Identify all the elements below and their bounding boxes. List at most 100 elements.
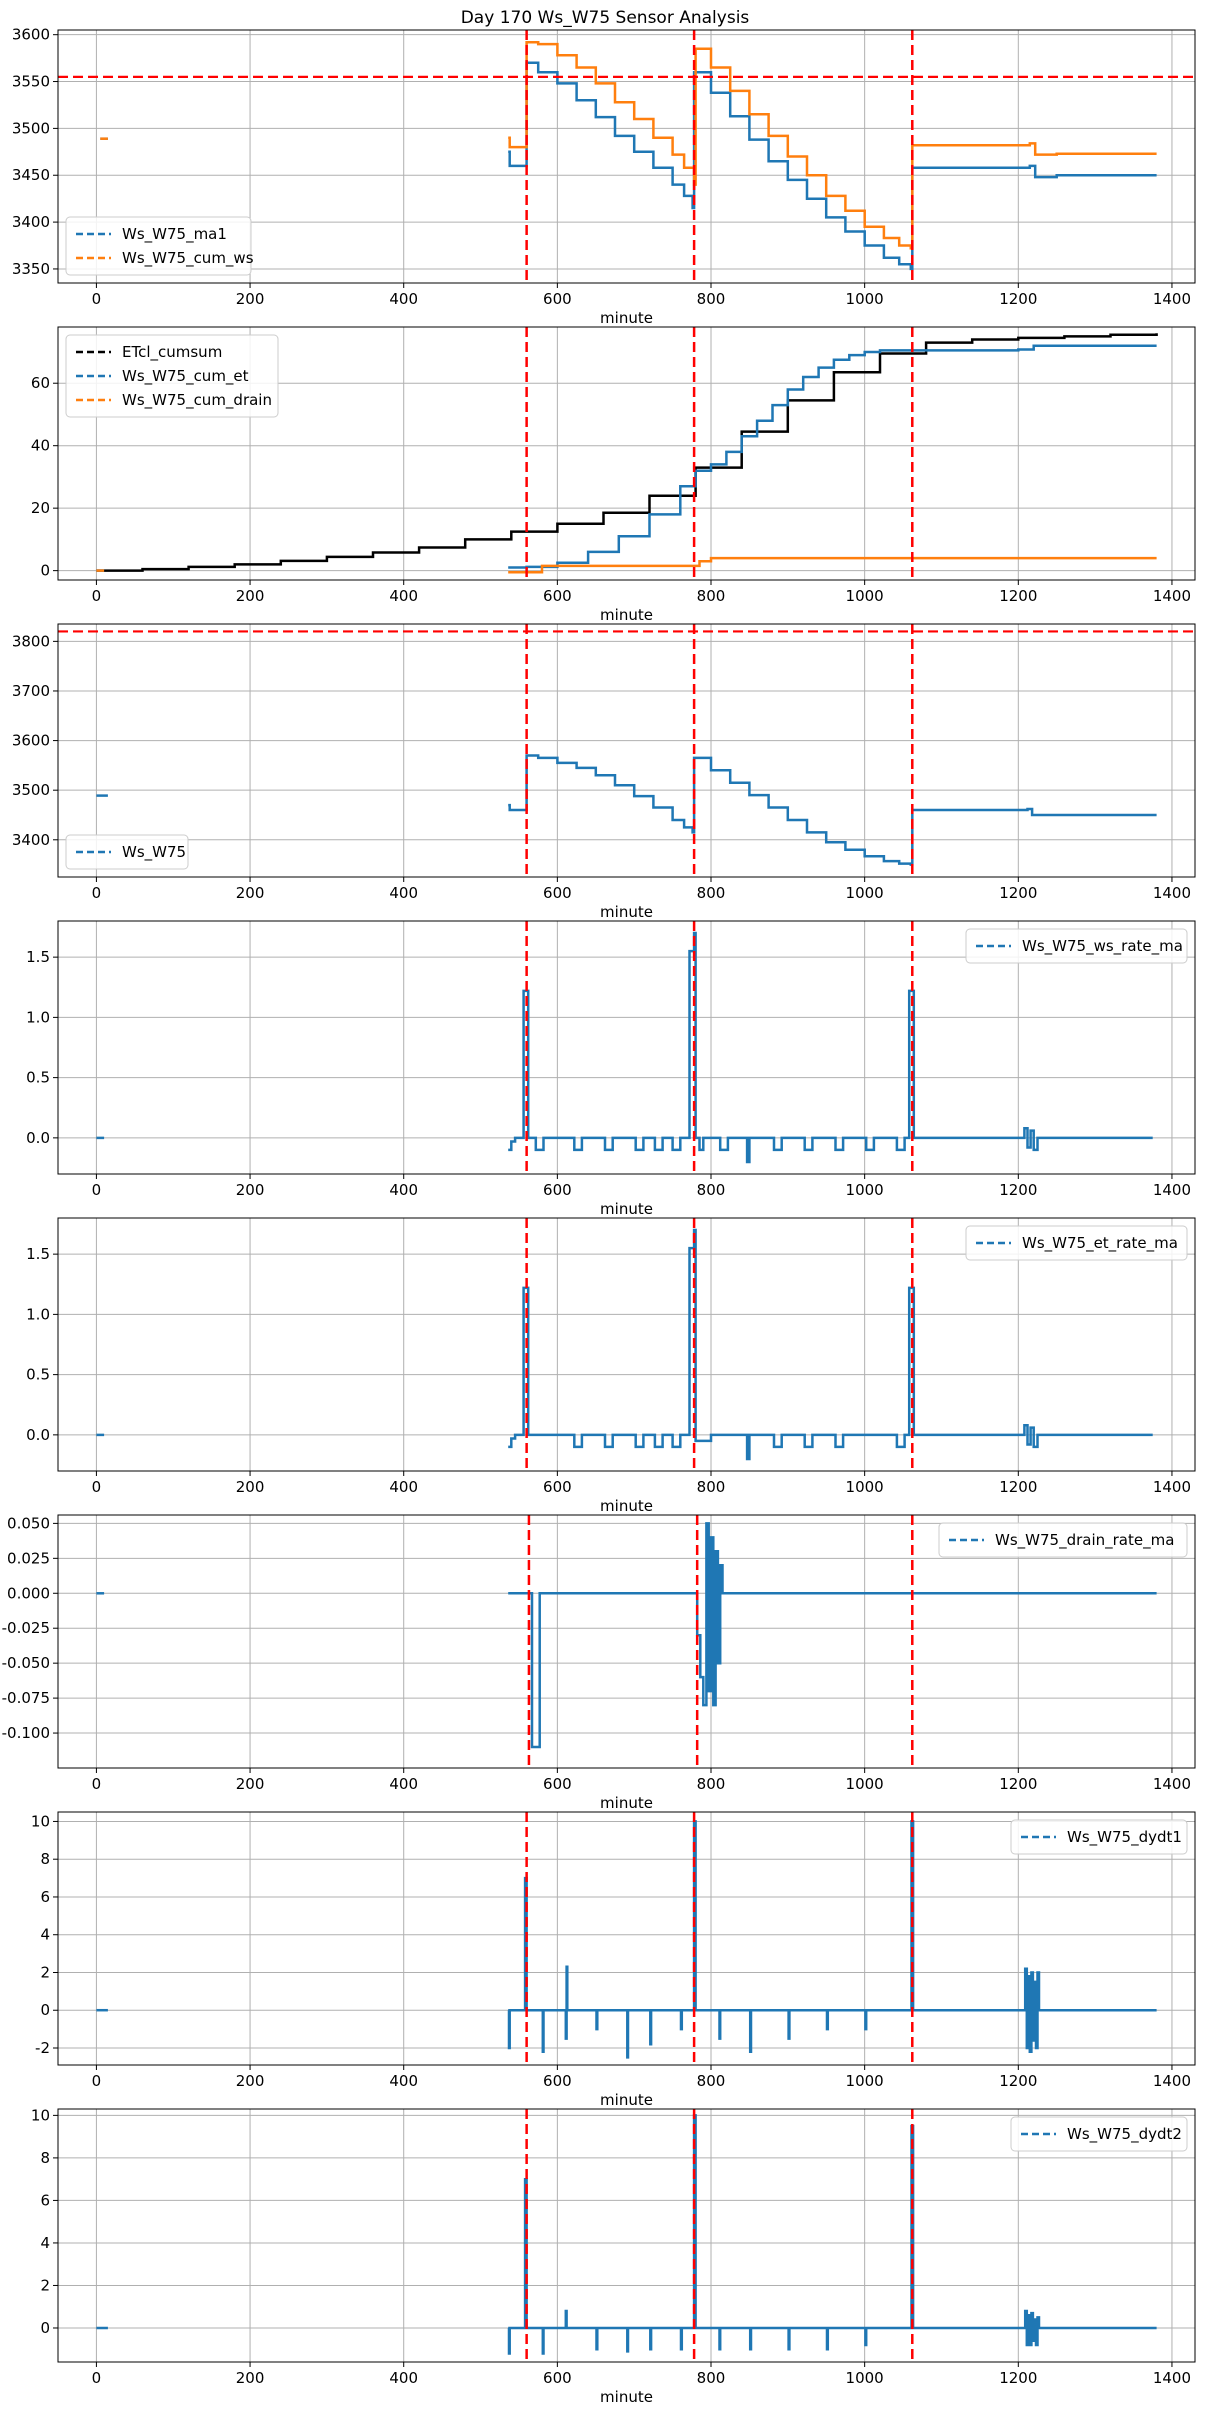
series-line [507,1820,1157,2059]
legend-label: Ws_W75 [122,843,186,862]
x-tick-label: 1400 [1153,2072,1191,2090]
subplot-5: 0 200 400 600 800 1000 1200 1400 0.0 0.5 1.0 1.5 min… [26,1217,1196,1515]
y-tick-label: 2 [40,2276,50,2294]
subplot-6: 0 200 400 600 800 1000 1200 1400 -0.100 -0.075 -0.… [2,1514,1196,1812]
x-tick-label: 1000 [846,1775,884,1793]
x-axis-label: minute [600,606,653,624]
y-tick-label: 4 [40,2234,50,2252]
x-tick-label: 1000 [846,587,884,605]
x-tick-label: 600 [543,1775,572,1793]
x-tick-label: 600 [543,290,572,308]
x-axis-label: minute [600,2388,653,2406]
x-axis-label: minute [600,1794,653,1812]
x-axis-label: minute [600,903,653,921]
y-tick-label: -0.100 [2,1724,50,1742]
axes-frame [57,29,1196,284]
y-tick-label: 3400 [12,213,50,231]
y-tick-label: 1.5 [26,948,50,966]
x-tick-label: 1200 [999,1181,1037,1199]
y-tick-label: 3600 [12,26,50,44]
y-tick-label: 3700 [12,682,50,700]
y-tick-label: 0.0 [26,1426,50,1444]
x-tick-label: 1200 [999,1775,1037,1793]
y-tick-label: 3550 [12,73,50,91]
y-tick-label: 3350 [12,260,50,278]
x-tick-label: 400 [389,1181,418,1199]
x-tick-label: 800 [697,884,726,902]
x-tick-label: 1000 [846,884,884,902]
axes-frame [57,1217,1196,1472]
legend: Ws_W75_et_rate_ma [965,1225,1188,1261]
y-tick-label: 0 [40,562,50,580]
x-tick-label: 600 [543,884,572,902]
legend-label: Ws_W75_cum_et [122,367,249,386]
plot-area [58,624,1195,877]
x-tick-label: 800 [697,1181,726,1199]
y-tick-label: 2 [40,1963,50,1981]
plot-area [96,1515,1157,1768]
x-axis-label: minute [600,1200,653,1218]
y-tick-label: 3500 [12,119,50,137]
x-tick-label: 400 [389,290,418,308]
subplots: 0 200 400 600 800 1000 1200 1400335034003450350… [2,26,1196,2406]
axes-frame [57,2108,1196,2363]
x-tick-label: 0 [92,1181,102,1199]
y-tick-label: 1.0 [26,1008,50,1026]
legend: Ws_W75_dydt1 [1010,1819,1188,1855]
plot-area [96,327,1158,580]
x-tick-label: 400 [389,587,418,605]
legend-frame [65,834,189,870]
subplot-2: 0 200 400 600 800 1000 1200 1400 0 20 40 60 minute ET… [31,326,1196,624]
subplot-1: 0 200 400 600 800 1000 1200 1400 3350 3400 3450 350… [12,26,1196,327]
legend-frame [65,216,252,276]
x-tick-label: 1000 [846,2369,884,2387]
x-tick-label: 800 [697,1478,726,1496]
figure-title: Day 170 Ws_W75 Sensor Analysis [461,8,750,28]
x-tick-label: 200 [236,1478,265,1496]
x-tick-label: 1400 [1153,884,1191,902]
y-tick-label: 6 [40,2191,50,2209]
legend: Ws_W75_ma1 Ws_W75_cum_ws [65,216,254,276]
x-tick-label: 1400 [1153,1181,1191,1199]
legend-frame [938,1522,1188,1558]
x-tick-label: 0 [92,2072,102,2090]
x-tick-label: 200 [236,884,265,902]
legend-label: Ws_W75_ma1 [122,225,227,244]
legend: Ws_W75_dydt2 [1010,2116,1188,2152]
x-tick-label: 1200 [999,1478,1037,1496]
x-tick-label: 1400 [1153,587,1191,605]
y-tick-label: 60 [31,374,50,392]
x-tick-label: 400 [389,2072,418,2090]
x-tick-label: 1000 [846,1478,884,1496]
y-tick-label: 10 [31,1812,50,1830]
y-tick-label: 8 [40,1850,50,1868]
y-tick-label: 40 [31,437,50,455]
series-line [508,61,1157,271]
y-tick-label: 10 [31,2106,50,2124]
legend-label: Ws_W75_et_rate_ma [1022,1234,1178,1253]
x-tick-label: 400 [389,2369,418,2387]
series-line [507,2114,1157,2355]
legend-label: Ws_W75_dydt1 [1067,1828,1182,1847]
x-tick-label: 200 [236,587,265,605]
y-tick-label: -0.050 [2,1654,50,1672]
axes-frame [57,1514,1196,1769]
y-tick-label: 0.025 [7,1549,50,1567]
y-tick-label: 0.000 [7,1584,50,1602]
y-tick-label: 3600 [12,732,50,750]
axes-frame [57,1811,1196,2066]
series-line [508,40,1157,250]
legend: Ws_W75_ws_rate_ma [965,928,1188,964]
legend-frame [965,928,1188,964]
series-line [508,754,1157,866]
x-tick-label: 1400 [1153,290,1191,308]
legend-label: Ws_W75_drain_rate_ma [995,1531,1174,1550]
x-tick-label: 1200 [999,587,1037,605]
plot-area [96,1812,1157,2065]
plot-area [96,1218,1153,1471]
x-tick-label: 200 [236,1775,265,1793]
axes-frame [57,326,1196,581]
y-tick-label: 1.5 [26,1245,50,1263]
subplot-4: 0 200 400 600 800 1000 1200 1400 0.0 0.5 1.0 1.5 min… [26,920,1196,1218]
y-tick-label: -2 [35,2039,50,2057]
